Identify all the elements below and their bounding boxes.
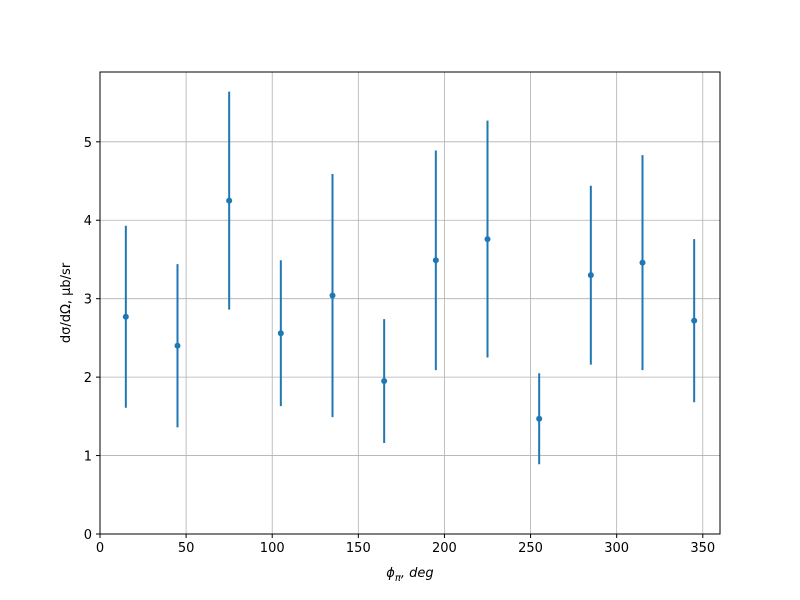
data-point xyxy=(122,313,129,320)
data-point xyxy=(226,197,233,204)
x-tick-label: 150 xyxy=(346,541,371,556)
x-label-unit: , deg xyxy=(401,566,434,581)
data-point xyxy=(381,378,388,385)
x-tick-label: 250 xyxy=(518,541,543,556)
data-point xyxy=(432,257,439,264)
x-tick-label: 300 xyxy=(604,541,629,556)
x-axis-label: ϕπ, deg xyxy=(386,566,433,584)
data-point xyxy=(639,259,646,266)
data-point xyxy=(277,330,284,337)
data-point xyxy=(174,342,181,349)
y-tick-label: 0 xyxy=(84,528,92,543)
x-tick-label: 100 xyxy=(260,541,285,556)
x-tick-label: 50 xyxy=(178,541,195,556)
data-point xyxy=(536,415,543,422)
y-tick-label: 2 xyxy=(84,371,92,386)
data-point xyxy=(691,317,698,324)
x-label-subscript: π xyxy=(395,573,402,584)
x-tick-label: 0 xyxy=(96,541,104,556)
plot-frame xyxy=(99,71,721,535)
y-axis-label: dσ/dΩ, μb/sr xyxy=(59,262,74,343)
y-tick-label: 1 xyxy=(84,450,92,465)
data-point xyxy=(587,272,594,279)
x-tick-label: 350 xyxy=(690,541,715,556)
y-tick-label: 4 xyxy=(84,214,92,229)
data-point xyxy=(329,292,336,299)
x-label-symbol: ϕ xyxy=(386,566,395,581)
x-tick-label: 200 xyxy=(432,541,457,556)
y-tick-label: 5 xyxy=(84,136,92,151)
y-tick-label: 3 xyxy=(84,293,92,308)
data-point xyxy=(484,236,491,243)
